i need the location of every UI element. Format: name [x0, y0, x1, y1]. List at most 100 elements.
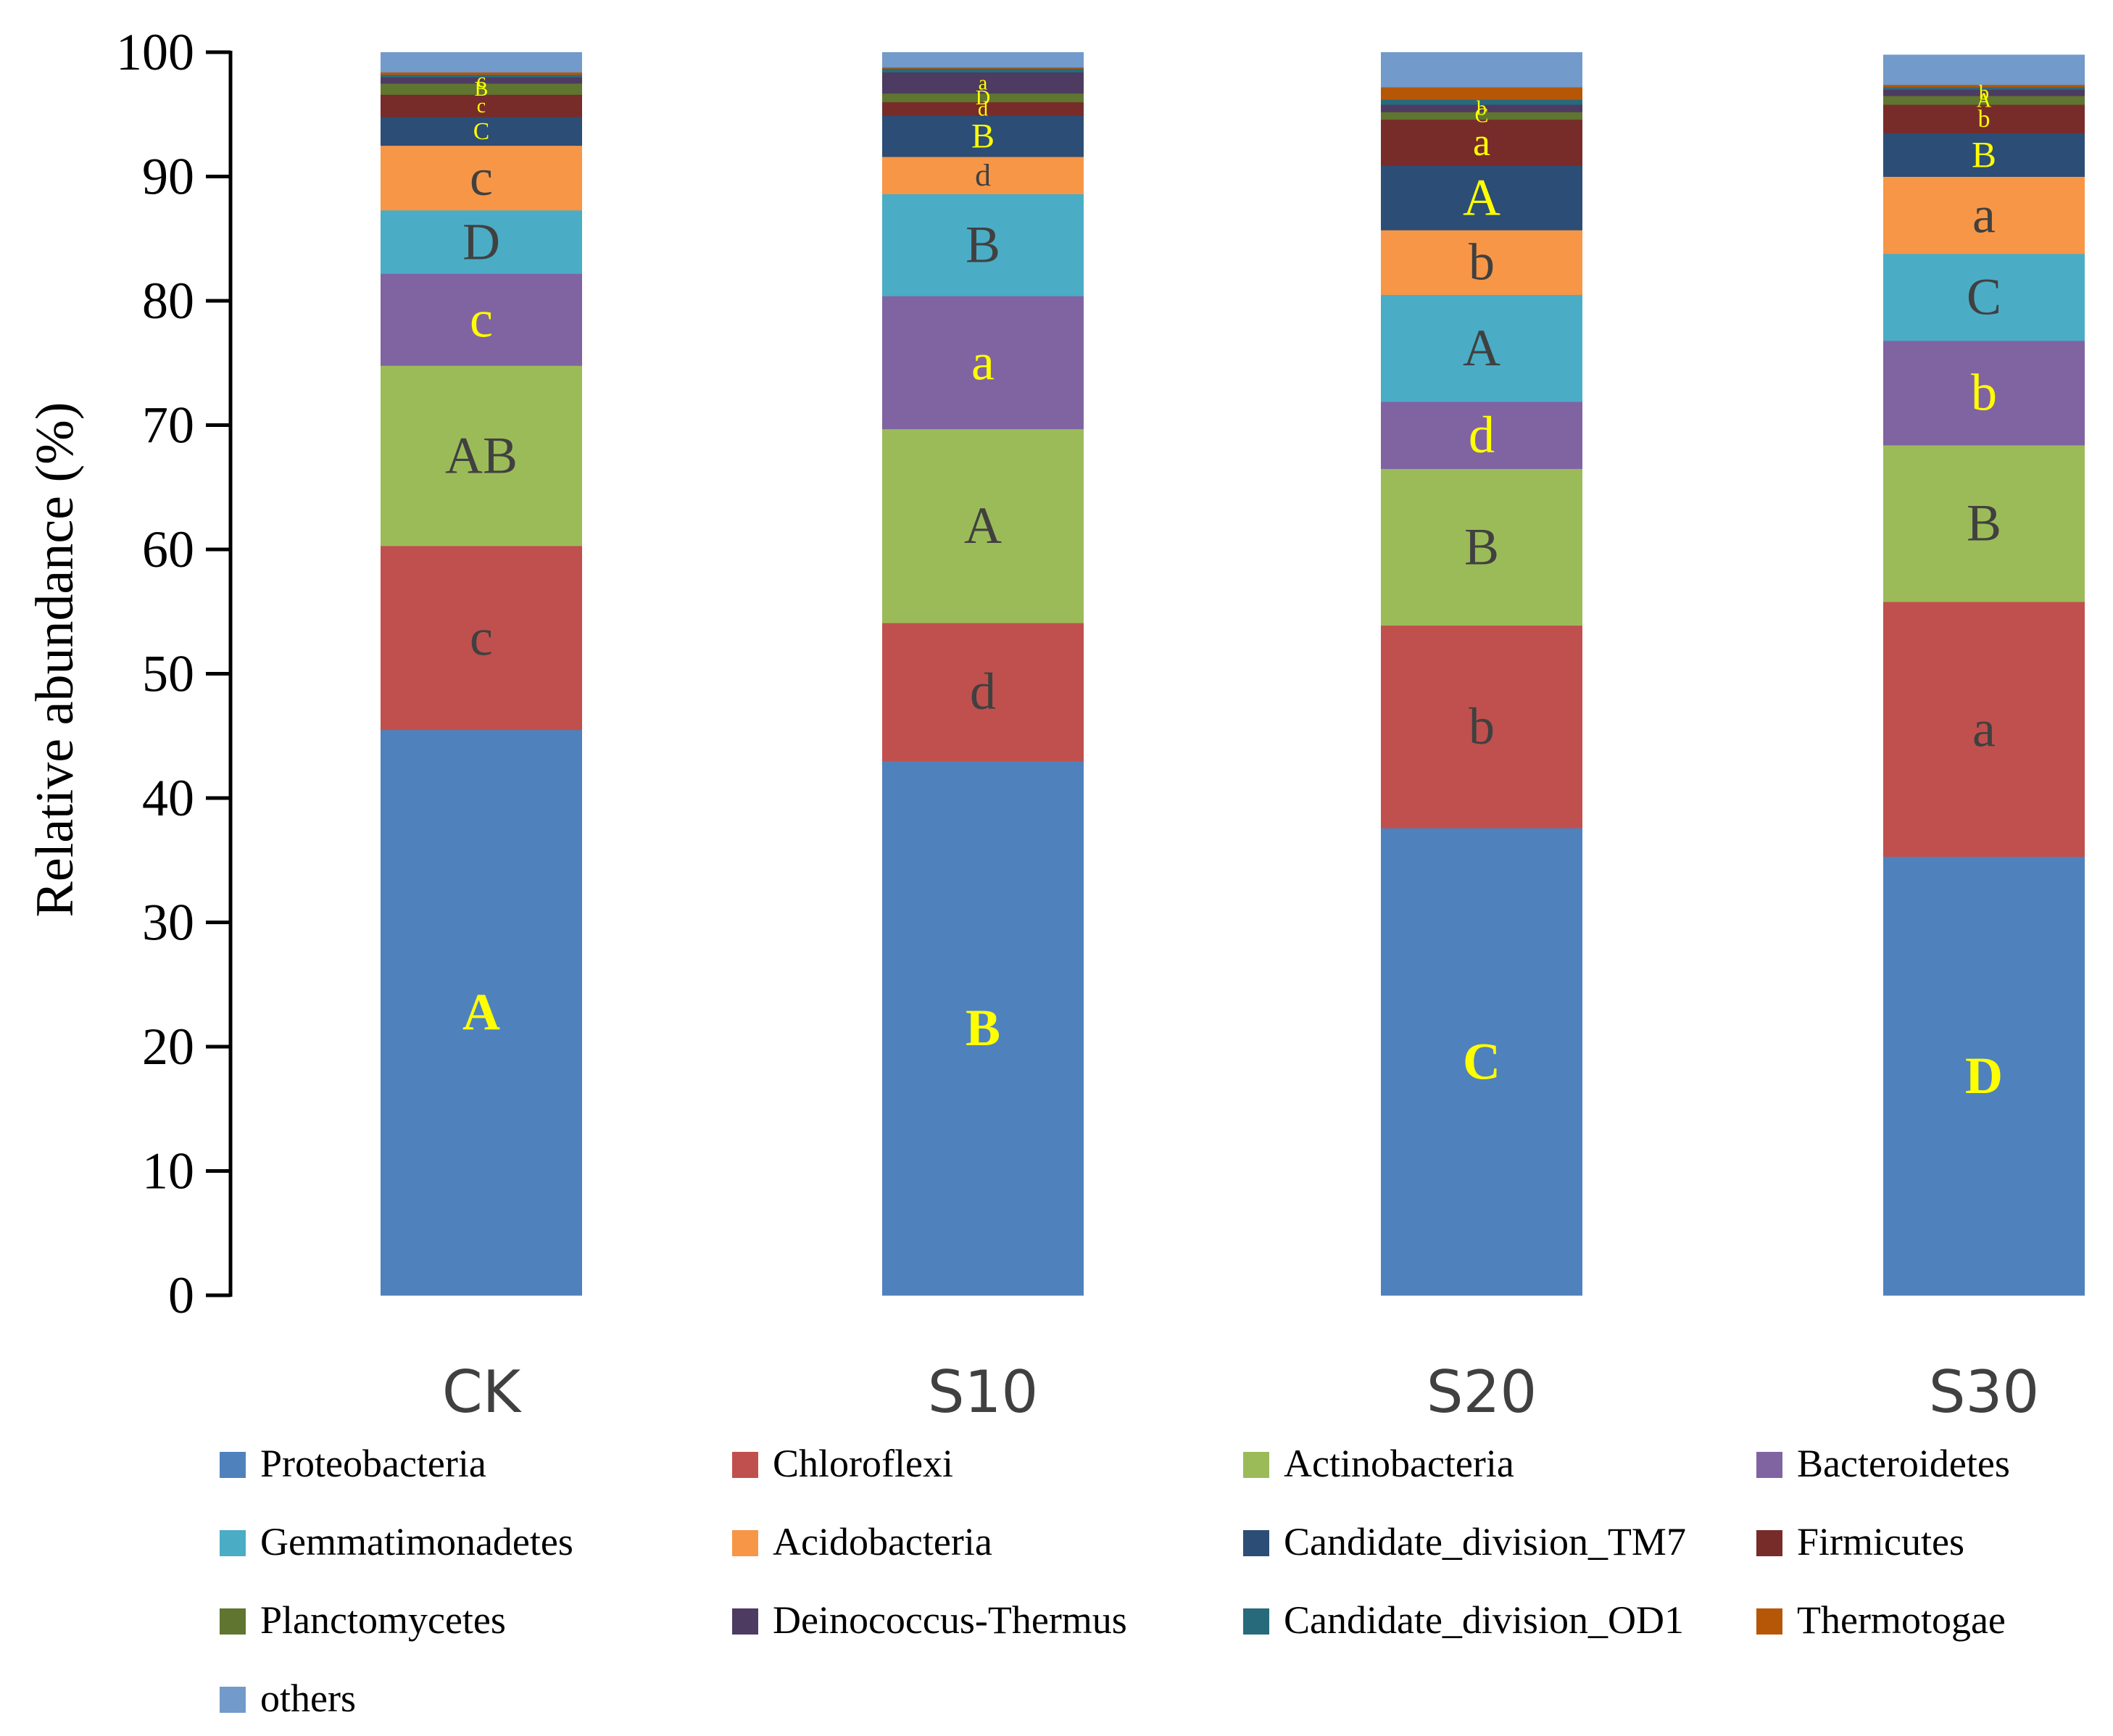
significance-label: C — [1967, 268, 2001, 326]
significance-label: b — [1477, 97, 1487, 120]
y-axis: 0 10 20 30 40 50 60 70 80 90 100 — [116, 23, 233, 1324]
significance-label: a — [1972, 700, 1996, 758]
bar-segment-candidate-division-tm7 — [882, 115, 1084, 157]
significance-label: D — [1965, 1047, 2003, 1105]
bar-segment-acidobacteria — [381, 145, 582, 211]
bar-segment-gemmatimonadetes — [381, 209, 582, 274]
legend-label: others — [260, 1677, 356, 1720]
significance-label: c — [477, 95, 486, 117]
significance-label: d — [978, 98, 988, 120]
bar-segment-candidate-division-od1 — [381, 74, 582, 78]
bar-segment-proteobacteria — [1883, 856, 2085, 1296]
legend-swatch — [1756, 1452, 1782, 1478]
significance-label: A — [1463, 319, 1500, 377]
legend-entry-thermotogae: Thermotogae — [1756, 1598, 2006, 1642]
bar-segment-candidate-division-tm7 — [1381, 165, 1582, 231]
legend-label: Candidate_division_OD1 — [1284, 1598, 1684, 1642]
bar-stack-s20 — [1381, 52, 1582, 1296]
bar-stack-ck — [381, 52, 582, 1296]
bar-segment-chloroflexi — [1381, 625, 1582, 828]
bar-segment-bacteroidetes — [381, 273, 582, 366]
legend-label: Chloroflexi — [773, 1442, 953, 1485]
significance-label: c — [470, 609, 493, 667]
legend-entry-deinococcus-thermus: Deinococcus-Thermus — [732, 1598, 1127, 1642]
bar-segment-proteobacteria — [882, 760, 1084, 1296]
bar-segment-bacteroidetes — [1381, 401, 1582, 470]
legend-swatch — [220, 1608, 246, 1635]
significance-label: D — [976, 87, 990, 109]
legend-entry-candidate-division-od1: Candidate_division_OD1 — [1243, 1598, 1684, 1642]
bar-segment-firmicutes — [1381, 119, 1582, 166]
legend-entry-candidate-division-tm7: Candidate_division_TM7 — [1243, 1520, 1686, 1563]
legend-entry-bacteroidetes: Bacteroidetes — [1756, 1442, 2010, 1485]
bar-segment-firmicutes — [381, 94, 582, 117]
significance-label: d — [975, 158, 991, 193]
legend-swatch — [1243, 1452, 1269, 1478]
x-tick-label: S30 — [1929, 1358, 2040, 1426]
y-tick-label: 0 — [168, 1266, 194, 1324]
legend-label: Planctomycetes — [260, 1598, 506, 1642]
legend-swatch — [220, 1452, 246, 1478]
legend-swatch — [220, 1687, 246, 1713]
significance-label: C — [1463, 1032, 1500, 1090]
legend-entry-firmicutes: Firmicutes — [1756, 1520, 1964, 1563]
bar-segment-firmicutes — [1883, 104, 2085, 133]
significance-labels: AcABcDcCcBcBdAaBdBdDaCbBdAbAaCbDaBbCaBbA… — [445, 70, 2003, 1105]
bar-segment-thermotogae — [1381, 87, 1582, 100]
bar-segment-planctomycetes — [1883, 96, 2085, 105]
significance-label: B — [966, 216, 1000, 274]
bar-segment-others — [1381, 52, 1582, 88]
y-tick-label: 50 — [142, 645, 194, 703]
bar-segment-gemmatimonadetes — [882, 194, 1084, 296]
legend-label: Thermotogae — [1797, 1598, 2006, 1642]
legend-label: Deinococcus-Thermus — [773, 1598, 1127, 1642]
significance-label: B — [475, 78, 489, 101]
bar-segment-others — [381, 52, 582, 72]
legend-swatch — [1756, 1530, 1782, 1556]
significance-label: B — [1464, 518, 1499, 576]
significance-label: A — [462, 984, 500, 1042]
legend-label: Acidobacteria — [773, 1520, 992, 1563]
legend-entry-actinobacteria: Actinobacteria — [1243, 1442, 1514, 1485]
legend-label: Candidate_division_TM7 — [1284, 1520, 1686, 1563]
x-tick-label: S10 — [928, 1358, 1039, 1426]
bar-segment-candidate-division-tm7 — [1883, 133, 2085, 177]
bar-segment-chloroflexi — [381, 545, 582, 731]
bar-segment-candidate-division-od1 — [1381, 99, 1582, 105]
legend-swatch — [220, 1530, 246, 1556]
bar-stack-s30 — [1883, 54, 2085, 1296]
significance-label: b — [1979, 82, 1989, 104]
significance-label: B — [966, 999, 1000, 1057]
legend-entry-others: others — [220, 1677, 356, 1720]
significance-label: a — [979, 72, 988, 94]
bar-segment-actinobacteria — [1883, 444, 2085, 602]
y-tick-label: 10 — [142, 1142, 194, 1200]
legend-entry-chloroflexi: Chloroflexi — [732, 1442, 953, 1485]
bar-segment-planctomycetes — [381, 83, 582, 95]
significance-label: C — [1475, 105, 1489, 128]
y-tick-label: 90 — [142, 148, 194, 206]
significance-label: b — [1971, 364, 1997, 422]
bar-segment-actinobacteria — [381, 365, 582, 547]
legend-label: Proteobacteria — [260, 1442, 486, 1485]
significance-label: A — [1463, 168, 1500, 226]
legend-label: Gemmatimonadetes — [260, 1520, 573, 1563]
x-tick-label: CK — [442, 1358, 523, 1426]
y-tick-label: 70 — [142, 396, 194, 454]
bar-segment-deinococcus-thermus — [882, 72, 1084, 94]
legend-entry-acidobacteria: Acidobacteria — [732, 1520, 992, 1563]
bar-segment-chloroflexi — [1883, 602, 2085, 857]
bar-segment-candidate-division-tm7 — [381, 117, 582, 146]
legend-swatch — [732, 1530, 758, 1556]
bar-segment-gemmatimonadetes — [1381, 294, 1582, 402]
bar-segment-thermotogae — [882, 67, 1084, 69]
x-axis-labels: CK S10 S20 S30 — [442, 1358, 2039, 1426]
y-tick-label: 40 — [142, 769, 194, 827]
legend-swatch — [1243, 1530, 1269, 1556]
bar-segment-acidobacteria — [882, 157, 1084, 195]
bar-segment-actinobacteria — [882, 428, 1084, 623]
significance-label: AB — [445, 426, 518, 484]
legend-swatch — [732, 1608, 758, 1635]
bar-segment-planctomycetes — [1381, 112, 1582, 120]
